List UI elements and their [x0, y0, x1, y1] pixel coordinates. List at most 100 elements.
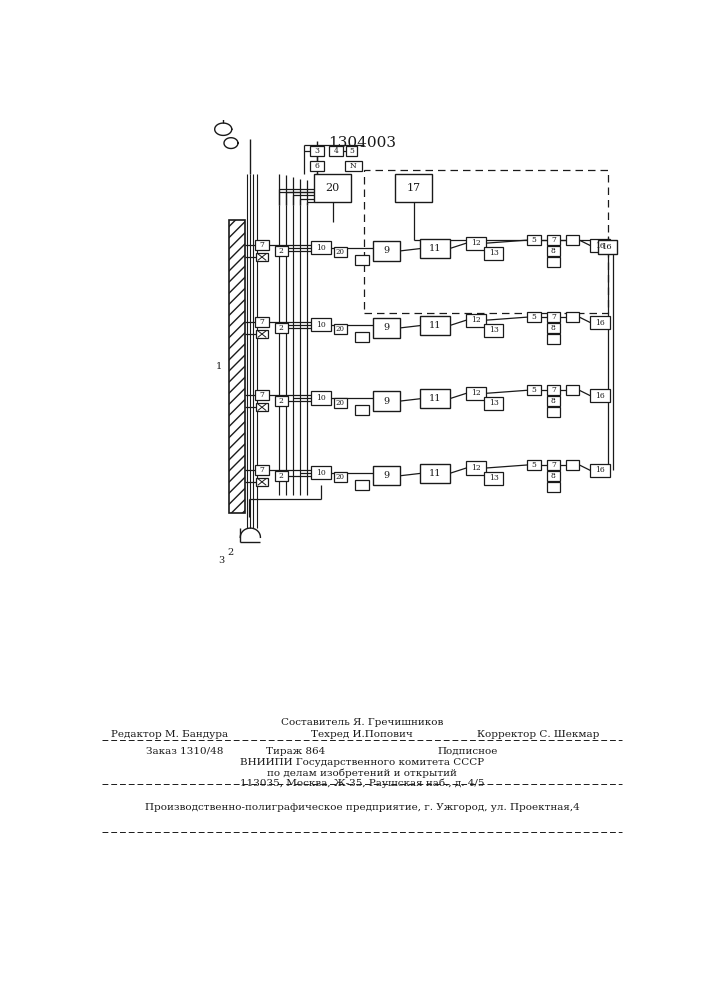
Text: 2: 2 — [279, 324, 284, 332]
Text: 11: 11 — [428, 244, 441, 253]
Text: 20: 20 — [336, 248, 345, 256]
Text: 20: 20 — [325, 183, 339, 193]
Text: 7: 7 — [551, 461, 556, 469]
Bar — [547, 246, 560, 256]
Text: 1304003: 1304003 — [328, 136, 396, 150]
Bar — [363, 170, 607, 312]
Text: 8: 8 — [551, 397, 556, 405]
Bar — [590, 389, 609, 402]
Text: 12: 12 — [471, 464, 481, 472]
Text: Корректор С. Шекмар: Корректор С. Шекмар — [477, 730, 599, 739]
Bar — [527, 235, 541, 245]
Bar — [566, 460, 579, 470]
Bar — [547, 312, 560, 322]
Bar — [255, 317, 269, 327]
Text: 16: 16 — [595, 242, 604, 250]
Text: 13: 13 — [489, 474, 498, 482]
Text: 20: 20 — [336, 473, 345, 481]
Bar — [395, 174, 433, 202]
Bar — [255, 390, 269, 400]
Bar — [334, 247, 347, 257]
Text: 3: 3 — [315, 147, 320, 155]
Bar — [598, 240, 617, 254]
Bar — [311, 391, 331, 405]
Bar — [256, 403, 268, 411]
Bar — [527, 460, 541, 470]
Text: 16: 16 — [595, 392, 604, 400]
Text: Подписное: Подписное — [438, 747, 498, 756]
Text: 20: 20 — [336, 399, 345, 407]
Bar — [356, 332, 368, 342]
Text: 5: 5 — [532, 461, 537, 469]
Bar — [484, 324, 503, 337]
Bar — [334, 472, 347, 482]
Text: 11: 11 — [428, 394, 441, 403]
Text: 8: 8 — [551, 472, 556, 480]
Bar — [345, 161, 362, 171]
Bar — [256, 253, 268, 261]
Bar — [590, 464, 609, 477]
Text: Составитель Я. Гречишников: Составитель Я. Гречишников — [281, 718, 443, 727]
Bar — [566, 385, 579, 395]
Text: 7: 7 — [259, 318, 264, 326]
Text: 20: 20 — [336, 325, 345, 333]
Text: 8: 8 — [551, 247, 556, 255]
Text: Производственно-полиграфическое предприятие, г. Ужгород, ул. Проектная,4: Производственно-полиграфическое предприя… — [144, 803, 579, 812]
Text: 113035, Москва, Ж-35, Раушская наб., д. 4/5: 113035, Москва, Ж-35, Раушская наб., д. … — [240, 778, 484, 788]
Text: по делам изобретений и открытий: по делам изобретений и открытий — [267, 768, 457, 778]
Text: 9: 9 — [384, 471, 390, 480]
Text: 10: 10 — [316, 244, 326, 252]
Text: 12: 12 — [471, 389, 481, 397]
Text: 16: 16 — [595, 466, 604, 474]
Text: 9: 9 — [384, 246, 390, 255]
Text: 3: 3 — [218, 556, 225, 565]
Text: 10: 10 — [316, 321, 326, 329]
Bar — [230, 220, 245, 513]
Bar — [420, 464, 450, 483]
Bar — [527, 385, 541, 395]
Text: 9: 9 — [384, 323, 390, 332]
Bar — [275, 471, 288, 481]
Bar — [547, 471, 560, 481]
Bar — [466, 387, 486, 400]
Text: 11: 11 — [428, 321, 441, 330]
Text: 2: 2 — [228, 548, 234, 557]
Bar — [275, 246, 288, 256]
Bar — [311, 318, 331, 331]
Text: 4: 4 — [334, 147, 339, 155]
Bar — [484, 472, 503, 485]
Bar — [484, 247, 503, 260]
Text: 5: 5 — [532, 386, 537, 394]
Text: 2: 2 — [279, 472, 284, 480]
Bar — [547, 323, 560, 333]
Bar — [547, 407, 560, 417]
Text: 13: 13 — [489, 399, 498, 407]
Bar — [314, 174, 351, 202]
Bar — [256, 330, 268, 338]
Text: 8: 8 — [551, 324, 556, 332]
Text: 9: 9 — [384, 397, 390, 406]
Text: 17: 17 — [407, 183, 421, 193]
Text: 12: 12 — [471, 316, 481, 324]
Bar — [334, 398, 347, 408]
Bar — [256, 478, 268, 486]
Bar — [329, 146, 344, 156]
Text: ВНИИПИ Государственного комитета СССР: ВНИИПИ Государственного комитета СССР — [240, 758, 484, 767]
Text: 13: 13 — [489, 326, 498, 334]
Text: 5: 5 — [349, 147, 354, 155]
Bar — [527, 312, 541, 322]
Bar — [356, 255, 368, 265]
Text: 12: 12 — [471, 239, 481, 247]
Bar — [566, 235, 579, 245]
Bar — [466, 461, 486, 475]
Text: 7: 7 — [259, 391, 264, 399]
Text: Редактор М. Бандура: Редактор М. Бандура — [111, 730, 228, 739]
Bar — [311, 466, 331, 479]
Text: 1: 1 — [216, 362, 222, 371]
Bar — [310, 161, 324, 171]
Bar — [356, 405, 368, 415]
Text: Заказ 1310/48: Заказ 1310/48 — [146, 747, 224, 756]
Bar — [373, 466, 400, 485]
Text: 11: 11 — [428, 469, 441, 478]
Text: 6: 6 — [315, 162, 320, 170]
